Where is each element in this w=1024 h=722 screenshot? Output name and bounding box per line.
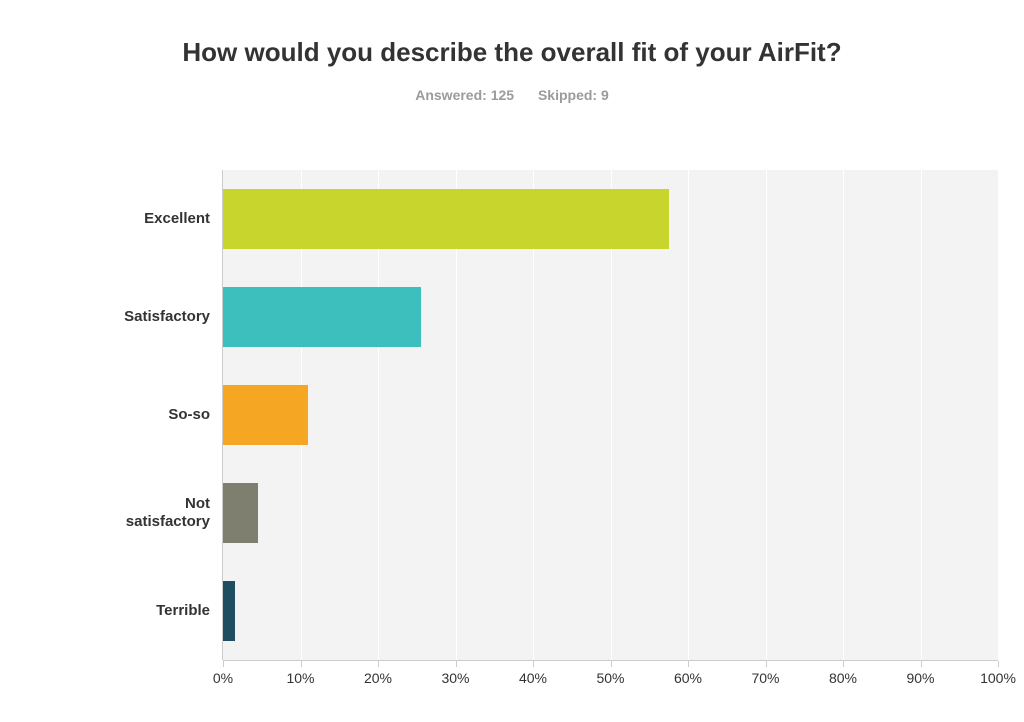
- chart-title: How would you describe the overall fit o…: [152, 0, 872, 69]
- x-tick-label: 80%: [818, 670, 868, 686]
- response-meta: Answered: 125 Skipped: 9: [0, 87, 1024, 103]
- x-tick-mark: [611, 661, 612, 667]
- x-tick-mark: [223, 661, 224, 667]
- x-tick-label: 30%: [431, 670, 481, 686]
- x-tick-label: 100%: [973, 670, 1023, 686]
- x-tick-mark: [378, 661, 379, 667]
- category-label: Terrible: [0, 602, 210, 620]
- gridline: [766, 170, 767, 660]
- x-tick-label: 20%: [353, 670, 403, 686]
- category-label: So-so: [0, 406, 210, 424]
- x-tick-label: 70%: [741, 670, 791, 686]
- chart-container: { "title": "How would you describe the o…: [0, 0, 1024, 722]
- x-tick-mark: [998, 661, 999, 667]
- gridline: [921, 170, 922, 660]
- gridline: [843, 170, 844, 660]
- x-tick-label: 50%: [586, 670, 636, 686]
- x-tick-mark: [921, 661, 922, 667]
- bar: [223, 189, 669, 249]
- answered-count: Answered: 125: [415, 87, 514, 103]
- bar: [223, 287, 421, 347]
- x-tick-label: 10%: [276, 670, 326, 686]
- category-label: Satisfactory: [0, 308, 210, 326]
- category-label: Excellent: [0, 210, 210, 228]
- bar-chart: 0%10%20%30%40%50%60%70%80%90%100%: [223, 170, 998, 660]
- x-tick-label: 90%: [896, 670, 946, 686]
- x-tick-label: 40%: [508, 670, 558, 686]
- bar: [223, 581, 235, 641]
- x-tick-label: 60%: [663, 670, 713, 686]
- x-tick-mark: [456, 661, 457, 667]
- x-tick-label: 0%: [198, 670, 248, 686]
- category-label: Notsatisfactory: [0, 495, 210, 531]
- x-tick-mark: [843, 661, 844, 667]
- gridline: [998, 170, 999, 660]
- bar: [223, 385, 308, 445]
- x-tick-mark: [766, 661, 767, 667]
- x-tick-mark: [301, 661, 302, 667]
- x-tick-mark: [533, 661, 534, 667]
- x-tick-mark: [688, 661, 689, 667]
- skipped-count: Skipped: 9: [538, 87, 609, 103]
- gridline: [688, 170, 689, 660]
- bar: [223, 483, 258, 543]
